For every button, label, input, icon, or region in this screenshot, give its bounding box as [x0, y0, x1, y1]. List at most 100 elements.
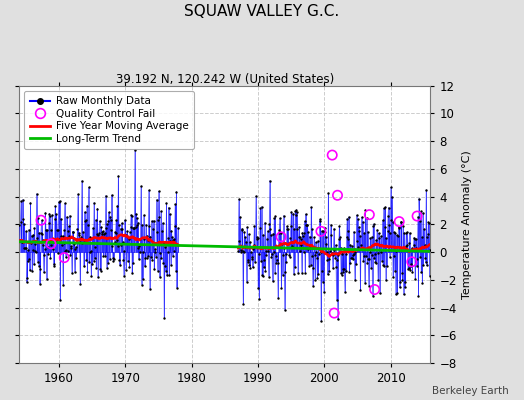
Point	[116, 226, 125, 232]
Point	[259, 232, 267, 238]
Point	[280, 244, 288, 251]
Point	[17, 198, 25, 204]
Point	[351, 249, 359, 255]
Point	[399, 291, 408, 298]
Point	[66, 212, 74, 219]
Point	[255, 295, 264, 302]
Point	[36, 280, 44, 287]
Point	[137, 282, 146, 288]
Point	[77, 234, 85, 240]
Point	[347, 255, 355, 262]
Point	[59, 240, 68, 247]
Point	[138, 221, 146, 228]
Point	[45, 210, 53, 217]
Point	[289, 271, 298, 277]
Point	[337, 270, 345, 276]
Point	[339, 266, 347, 273]
Point	[103, 264, 111, 271]
Point	[341, 289, 349, 295]
Point	[345, 214, 353, 220]
Point	[409, 247, 417, 253]
Point	[401, 279, 409, 286]
Point	[110, 256, 118, 262]
Point	[58, 233, 67, 239]
Point	[391, 291, 400, 298]
Point	[422, 187, 430, 193]
Point	[397, 218, 405, 225]
Point	[241, 234, 249, 240]
Point	[421, 259, 430, 266]
Point	[150, 266, 158, 272]
Point	[96, 265, 104, 272]
Point	[43, 244, 52, 250]
Point	[145, 187, 153, 194]
Point	[389, 252, 398, 259]
Point	[64, 248, 72, 254]
Point	[106, 227, 115, 233]
Point	[357, 214, 366, 220]
Point	[67, 244, 75, 251]
Point	[288, 238, 297, 245]
Point	[318, 268, 326, 274]
Point	[311, 239, 320, 246]
Point	[408, 245, 416, 252]
Point	[108, 254, 117, 261]
Point	[158, 220, 167, 226]
Point	[148, 256, 156, 263]
Point	[410, 234, 418, 241]
Point	[273, 256, 281, 263]
Point	[276, 215, 284, 222]
Point	[402, 230, 410, 236]
Point	[68, 228, 77, 235]
Point	[303, 222, 311, 228]
Point	[375, 235, 384, 242]
Point	[289, 210, 297, 217]
Point	[52, 211, 61, 218]
Point	[323, 248, 331, 255]
Point	[252, 193, 260, 199]
Point	[279, 212, 288, 219]
Point	[374, 250, 382, 256]
Point	[357, 241, 365, 248]
Point	[261, 268, 269, 274]
Point	[76, 281, 84, 287]
Point	[125, 264, 134, 270]
Point	[18, 196, 27, 203]
Point	[249, 246, 257, 252]
Point	[40, 269, 48, 276]
Point	[378, 217, 387, 224]
Point	[146, 286, 154, 292]
Point	[340, 266, 348, 272]
Point	[268, 251, 276, 258]
Point	[283, 223, 291, 230]
Point	[24, 258, 32, 264]
Point	[57, 216, 65, 222]
Point	[295, 224, 303, 231]
Point	[362, 215, 370, 222]
Point	[362, 252, 370, 259]
Point	[345, 269, 354, 276]
Point	[349, 256, 357, 262]
Point	[19, 216, 27, 222]
Point	[250, 258, 259, 265]
Point	[160, 314, 168, 321]
Point	[125, 236, 133, 242]
Point	[96, 267, 105, 274]
Point	[88, 261, 96, 267]
Point	[33, 234, 41, 241]
Point	[299, 232, 307, 239]
Point	[35, 229, 43, 236]
Point	[172, 268, 180, 274]
Point	[23, 274, 31, 281]
Point	[30, 225, 39, 232]
Point	[305, 234, 314, 240]
Point	[113, 202, 122, 209]
Point	[170, 236, 178, 242]
Point	[383, 263, 391, 270]
Point	[170, 223, 179, 229]
Point	[236, 214, 244, 220]
Point	[143, 232, 151, 239]
Point	[165, 204, 173, 211]
Point	[400, 230, 408, 236]
Point	[16, 218, 25, 225]
